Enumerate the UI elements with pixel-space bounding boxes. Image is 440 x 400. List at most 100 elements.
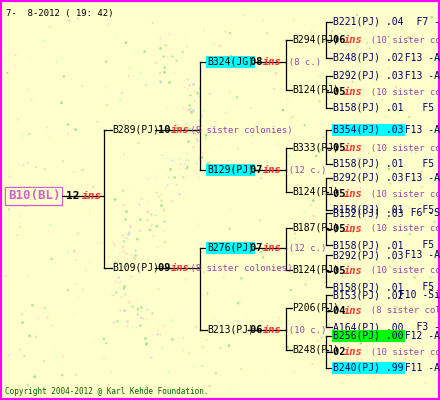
Point: [335, 212, 342, 218]
Point: [143, 217, 150, 223]
Point: [185, 158, 192, 164]
Text: B354(PJ) .03: B354(PJ) .03: [333, 125, 403, 135]
Text: F12 -AthosSt80R: F12 -AthosSt80R: [392, 331, 440, 341]
Point: [264, 30, 271, 36]
Point: [320, 134, 327, 140]
Point: [213, 370, 220, 376]
Point: [41, 358, 48, 364]
Point: [176, 156, 183, 162]
Point: [181, 276, 188, 283]
Point: [21, 353, 28, 359]
Point: [44, 124, 51, 131]
Text: 09: 09: [158, 263, 177, 273]
Point: [378, 226, 385, 232]
Point: [104, 29, 111, 35]
Point: [26, 131, 33, 137]
Text: A164(PJ) .00: A164(PJ) .00: [333, 322, 403, 332]
Point: [309, 361, 316, 368]
Point: [116, 278, 123, 284]
Point: [6, 174, 13, 180]
Point: [143, 306, 150, 312]
Point: [227, 207, 234, 213]
Text: (8 sister colonies): (8 sister colonies): [359, 306, 440, 316]
Text: B248(PJ): B248(PJ): [292, 345, 339, 355]
Point: [275, 315, 282, 321]
Text: 08: 08: [250, 57, 269, 67]
Point: [215, 319, 222, 325]
Point: [279, 107, 286, 113]
Text: ins: ins: [344, 266, 363, 276]
Point: [5, 352, 12, 358]
Point: [362, 207, 369, 213]
Point: [307, 274, 314, 281]
Point: [138, 308, 145, 314]
Point: [285, 138, 292, 145]
Point: [128, 302, 136, 309]
Point: [405, 205, 412, 212]
Text: B292(PJ) .03: B292(PJ) .03: [333, 250, 403, 260]
Text: 06: 06: [250, 325, 269, 335]
Point: [18, 311, 26, 317]
Point: [351, 191, 358, 198]
Point: [330, 139, 337, 145]
Point: [131, 50, 138, 56]
Point: [60, 73, 67, 80]
Point: [157, 35, 164, 42]
Point: [110, 239, 117, 245]
Point: [137, 313, 144, 320]
Point: [117, 307, 124, 313]
Text: B158(PJ) .01: B158(PJ) .01: [333, 205, 403, 215]
Point: [84, 182, 91, 189]
Text: ins: ins: [171, 125, 190, 135]
Point: [355, 60, 362, 67]
Point: [112, 266, 119, 272]
Point: [157, 70, 164, 76]
Point: [211, 314, 218, 321]
Point: [58, 100, 65, 106]
Point: [291, 370, 298, 376]
Text: B109(PJ): B109(PJ): [112, 263, 159, 273]
Point: [249, 133, 256, 139]
Text: B294(PJ): B294(PJ): [292, 35, 339, 45]
Point: [258, 249, 265, 255]
Point: [137, 226, 144, 233]
Point: [44, 314, 51, 320]
Point: [90, 184, 97, 190]
Text: ins: ins: [171, 263, 190, 273]
Point: [179, 49, 186, 56]
Point: [182, 190, 189, 197]
Point: [183, 76, 191, 82]
Point: [202, 132, 209, 138]
Point: [103, 58, 110, 65]
Point: [66, 18, 73, 24]
Point: [149, 232, 156, 238]
Point: [234, 94, 241, 100]
Point: [184, 43, 191, 50]
Point: [118, 293, 125, 300]
Point: [116, 250, 123, 256]
Point: [157, 166, 164, 172]
Point: [147, 227, 154, 233]
Point: [164, 53, 171, 60]
Text: (8 sister colonies): (8 sister colonies): [185, 126, 293, 134]
Point: [153, 189, 160, 196]
Point: [125, 73, 132, 80]
Point: [93, 218, 100, 225]
Point: [362, 351, 369, 358]
Point: [122, 290, 129, 297]
Point: [31, 374, 38, 380]
Point: [291, 235, 298, 242]
Point: [420, 301, 427, 308]
Point: [158, 345, 165, 351]
Point: [206, 383, 213, 389]
Text: (10 sister colonies): (10 sister colonies): [359, 190, 440, 198]
Point: [152, 212, 159, 218]
Point: [180, 84, 187, 90]
Point: [22, 203, 29, 209]
Text: 05: 05: [333, 266, 352, 276]
Text: 07: 07: [250, 243, 269, 253]
Point: [132, 247, 139, 253]
Point: [385, 166, 392, 172]
Point: [48, 180, 55, 187]
Point: [392, 358, 400, 364]
